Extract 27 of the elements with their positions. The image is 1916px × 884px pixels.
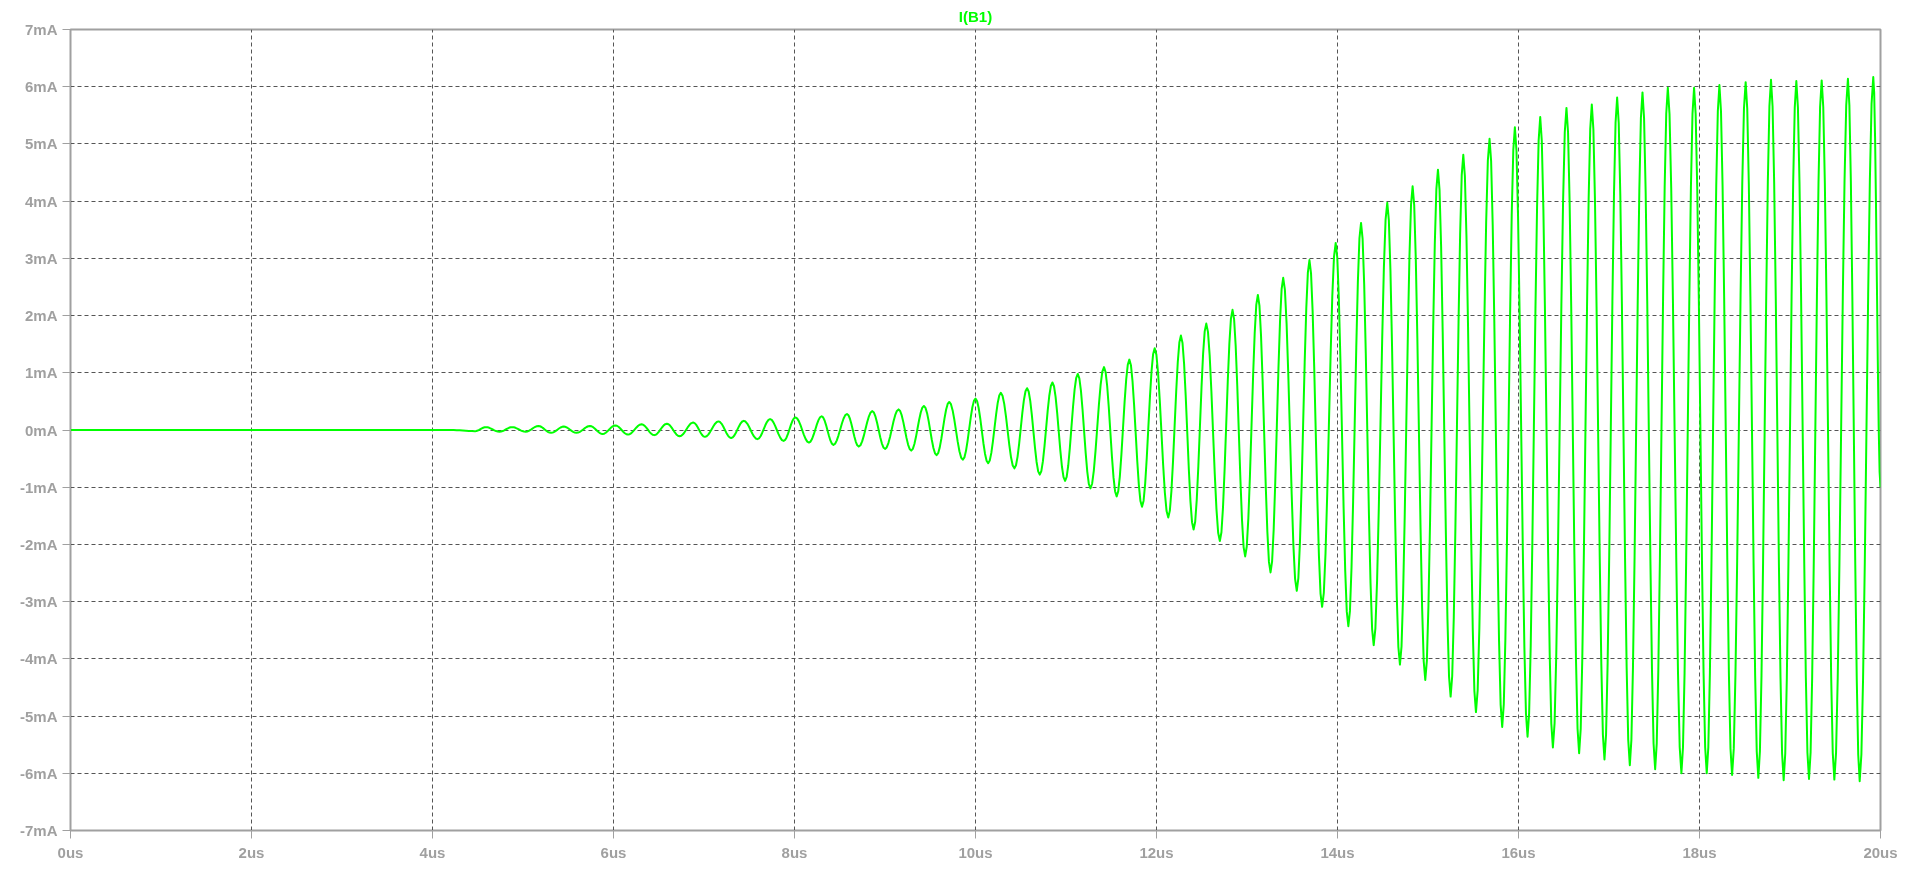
- y-tick-label: 5mA: [24, 135, 58, 153]
- y-tick-label: -2mA: [19, 535, 58, 553]
- x-tick-label: 20us: [1863, 843, 1898, 861]
- y-tick-label: 0mA: [24, 421, 58, 439]
- y-tick-label: 2mA: [24, 307, 58, 325]
- x-tick-label: 12us: [1139, 843, 1174, 861]
- y-tick-label: 4mA: [24, 192, 58, 210]
- x-tick-label: 4us: [419, 843, 446, 861]
- y-tick-label: 1mA: [24, 364, 58, 382]
- y-tick-label: 6mA: [24, 78, 58, 96]
- y-tick-label: -1mA: [19, 478, 58, 496]
- y-tick-label: -3mA: [19, 593, 58, 611]
- y-tick-label: -5mA: [19, 707, 58, 725]
- x-tick-label: 16us: [1501, 843, 1536, 861]
- x-tick-label: 18us: [1682, 843, 1717, 861]
- y-tick-label: -7mA: [19, 822, 58, 839]
- y-tick-label: 7mA: [24, 21, 58, 38]
- chart-title: I(B1): [958, 7, 993, 25]
- y-tick-label: -4mA: [19, 650, 58, 668]
- y-tick-label: -6mA: [19, 764, 58, 782]
- x-tick-label: 10us: [958, 843, 993, 861]
- y-tick-label: 3mA: [24, 249, 58, 267]
- x-tick-label: 0us: [57, 843, 84, 861]
- x-tick-label: 14us: [1320, 843, 1355, 861]
- x-tick-label: 6us: [600, 843, 627, 861]
- x-tick-label: 2us: [238, 843, 265, 861]
- x-tick-label: 8us: [781, 843, 808, 861]
